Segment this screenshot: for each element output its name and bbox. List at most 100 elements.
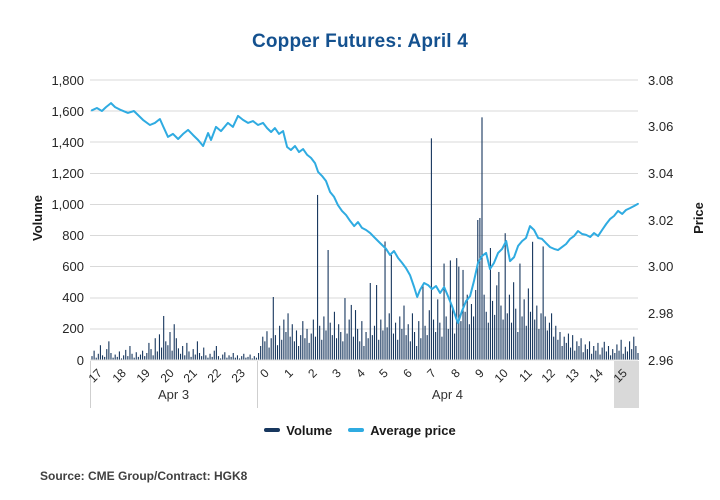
volume-bar — [331, 335, 333, 360]
volume-bar — [439, 322, 441, 360]
volume-bar — [125, 349, 127, 360]
volume-bar — [135, 352, 137, 360]
day-separator — [257, 361, 258, 408]
volume-bar — [215, 346, 217, 360]
volume-bar — [255, 357, 257, 360]
volume-bar — [496, 285, 498, 360]
volume-bar — [618, 350, 620, 360]
volume-bar — [291, 324, 293, 360]
volume-bar — [605, 351, 607, 360]
volume-bar — [622, 353, 624, 360]
volume-bar — [525, 325, 527, 360]
volume-bar — [519, 263, 521, 360]
volume-bar — [232, 353, 234, 360]
volume-bar — [430, 138, 432, 360]
volume-bar — [300, 335, 302, 360]
volume-bar — [489, 248, 491, 360]
volume-bar — [477, 220, 479, 360]
volume-bar — [118, 351, 120, 360]
volume-bar — [559, 332, 561, 360]
volume-bar — [418, 321, 420, 360]
volume-bar — [226, 357, 228, 360]
volume-bar — [350, 304, 352, 360]
volume-bar — [473, 316, 475, 360]
volume-bar — [245, 357, 247, 360]
volume-bar — [321, 339, 323, 360]
volume-bar — [388, 313, 390, 360]
volume-bar — [251, 358, 253, 360]
volume-bar — [287, 313, 289, 360]
volume-bar — [582, 352, 584, 360]
volume-bar — [190, 356, 192, 360]
volume-bar — [546, 330, 548, 360]
volume-bar — [631, 349, 633, 360]
volume-bar — [139, 354, 142, 360]
volume-bar — [506, 313, 508, 360]
volume-bar — [464, 311, 466, 360]
volume-bar — [298, 346, 300, 360]
volume-bar — [481, 117, 483, 360]
volume-tick-label: 200 — [62, 321, 84, 337]
volume-bar — [504, 233, 506, 360]
volume-bar — [584, 344, 586, 360]
volume-bar — [104, 356, 106, 360]
volume-bar — [588, 341, 591, 360]
volume-bar — [152, 355, 154, 360]
volume-bar — [201, 356, 203, 360]
volume-bar — [163, 315, 165, 360]
volume-bar — [540, 313, 542, 360]
volume-tick-label: 1,600 — [51, 103, 84, 119]
volume-bar — [186, 342, 188, 360]
volume-bar — [553, 336, 555, 360]
volume-bar — [142, 350, 144, 360]
volume-bar — [595, 350, 597, 360]
volume-bar — [407, 324, 409, 360]
volume-bar — [420, 338, 422, 360]
volume-tick-label: 400 — [62, 290, 84, 306]
volume-bar — [279, 325, 281, 360]
volume-bar — [542, 246, 544, 360]
volume-bar — [390, 255, 392, 360]
legend-item-average-price: Average price — [348, 423, 456, 438]
volume-tick-label: 1,400 — [51, 134, 84, 150]
volume-bar — [416, 346, 418, 360]
volume-bar — [312, 319, 314, 360]
price-tick-label: 3.00 — [648, 259, 674, 275]
volume-bar — [607, 346, 610, 360]
volume-bar — [578, 346, 580, 360]
volume-bar — [454, 333, 456, 360]
volume-bar — [534, 319, 536, 360]
volume-bar — [470, 304, 473, 360]
volume-bar — [352, 336, 354, 360]
volume-bar — [108, 341, 110, 360]
volume-bar — [538, 328, 540, 360]
volume-bar — [361, 321, 363, 360]
volume-bar — [363, 346, 365, 360]
volume-bar — [449, 260, 451, 360]
price-tick-label: 2.96 — [648, 352, 674, 368]
volume-bar — [411, 313, 413, 360]
volume-bar — [310, 333, 312, 360]
volume-bar — [173, 324, 175, 360]
volume-bar — [234, 357, 236, 360]
chart-title: Copper Futures: April 4 — [251, 31, 469, 52]
volume-bar — [192, 349, 194, 360]
volume-tick-label: 1,000 — [51, 196, 84, 212]
volume-bar — [395, 322, 397, 360]
volume-bar — [217, 356, 220, 360]
volume-bar — [274, 335, 276, 360]
volume-bar — [317, 194, 319, 360]
volume-bar — [384, 241, 386, 360]
volume-bar — [289, 336, 291, 360]
volume-bar — [196, 341, 198, 360]
legend-label-average-price: Average price — [370, 422, 456, 438]
volume-bar — [626, 351, 629, 360]
volume-tick-label: 1,800 — [51, 72, 84, 88]
volume-bar — [276, 345, 279, 360]
volume-bar — [211, 356, 213, 360]
volume-bar — [314, 336, 317, 360]
volume-bar — [327, 250, 329, 360]
current-period-highlight — [614, 361, 639, 408]
volume-bar — [401, 328, 403, 360]
